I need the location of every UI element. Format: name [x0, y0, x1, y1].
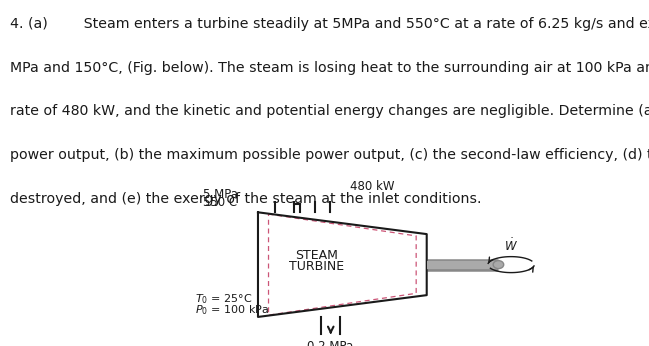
Text: 550 C: 550 C	[203, 197, 238, 209]
Text: 480 kW: 480 kW	[350, 180, 394, 193]
Text: MPa and 150°C, (Fig. below). The steam is losing heat to the surrounding air at : MPa and 150°C, (Fig. below). The steam i…	[10, 61, 649, 75]
Text: power output, (b) the maximum possible power output, (c) the second-law efficien: power output, (b) the maximum possible p…	[10, 148, 649, 162]
Text: 0.2 MPa: 0.2 MPa	[308, 340, 354, 346]
Text: 4. (a)        Steam enters a turbine steadily at 5MPa and 550°C at a rate of 6.2: 4. (a) Steam enters a turbine steadily a…	[10, 17, 649, 31]
Text: $T_0$ = 25°C: $T_0$ = 25°C	[195, 293, 252, 307]
Text: TURBINE: TURBINE	[289, 260, 345, 273]
Text: $\dot{W}$: $\dot{W}$	[504, 237, 518, 254]
Text: 5 MPa: 5 MPa	[203, 189, 238, 201]
Text: $P_0$ = 100 kPa: $P_0$ = 100 kPa	[195, 303, 269, 317]
Text: rate of 480 kW, and the kinetic and potential energy changes are negligible. Det: rate of 480 kW, and the kinetic and pote…	[10, 104, 649, 118]
Text: destroyed, and (e) the exergy of the steam at the inlet conditions.: destroyed, and (e) the exergy of the ste…	[10, 192, 482, 206]
Ellipse shape	[493, 261, 504, 268]
Text: STEAM: STEAM	[295, 249, 339, 262]
